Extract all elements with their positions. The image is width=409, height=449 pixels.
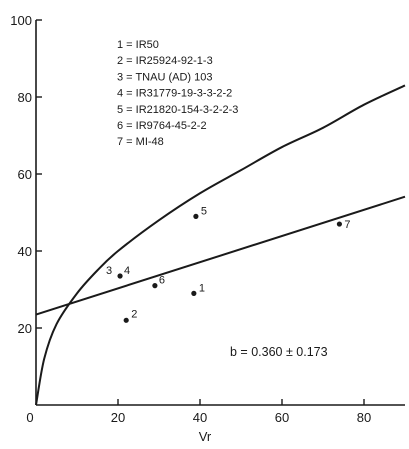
x-axis-label: Vr — [199, 429, 212, 444]
legend-entry: 4 = IR31779-19-3-3-2-2 — [117, 88, 232, 100]
point-label-1: 1 — [199, 282, 205, 294]
legend-entry: 2 = IR25924-92-1-3 — [117, 55, 213, 67]
plot-area: 0 20 40 60 80 20 40 60 80 100 1 2 3 4 5 6 7 — [10, 13, 406, 425]
point-label-6: 6 — [159, 275, 165, 287]
y-tick-label: 80 — [18, 90, 32, 105]
data-point-4 — [117, 273, 123, 279]
slope-annotation: b = 0.360 ± 0.173 — [230, 345, 328, 359]
point-label-7: 7 — [344, 219, 350, 231]
point-label-5: 5 — [201, 205, 207, 217]
x-tick-label: 60 — [275, 410, 289, 425]
data-point-1 — [191, 290, 197, 296]
legend: 1 = IR50 2 = IR25924-92-1-3 3 = TNAU (AD) … — [117, 39, 238, 148]
regression-line — [35, 195, 406, 316]
fitted-curve — [35, 84, 406, 406]
data-point-5 — [193, 213, 199, 219]
point-label-4: 4 — [124, 265, 130, 277]
data-point-2 — [123, 317, 129, 323]
y-tick-label: 60 — [18, 167, 32, 182]
legend-entry: 7 = MI-48 — [117, 136, 164, 148]
legend-entry: 3 = TNAU (AD) 103 — [117, 71, 212, 83]
x-tick-label: 20 — [111, 410, 125, 425]
legend-entry: 1 = IR50 — [117, 39, 159, 51]
legend-entry: 5 = IR21820-154-3-2-2-3 — [117, 104, 238, 116]
point-label-2: 2 — [131, 308, 137, 320]
legend-entry: 6 = IR9764-45-2-2 — [117, 120, 207, 132]
x-axis-ticks: 0 20 40 60 80 — [26, 399, 371, 425]
data-point-6 — [152, 283, 158, 289]
y-axis-ticks: 20 40 60 80 100 — [10, 13, 42, 336]
point-label-3: 3 — [106, 265, 112, 277]
x-tick-label: 80 — [357, 410, 371, 425]
data-point-7 — [336, 221, 342, 227]
x-tick-label: 0 — [26, 410, 33, 425]
y-tick-label: 40 — [18, 244, 32, 259]
y-tick-label: 100 — [10, 13, 32, 28]
y-tick-label: 20 — [18, 321, 32, 336]
data-points: 1 2 3 4 5 6 7 — [106, 205, 351, 323]
x-tick-label: 40 — [193, 410, 207, 425]
